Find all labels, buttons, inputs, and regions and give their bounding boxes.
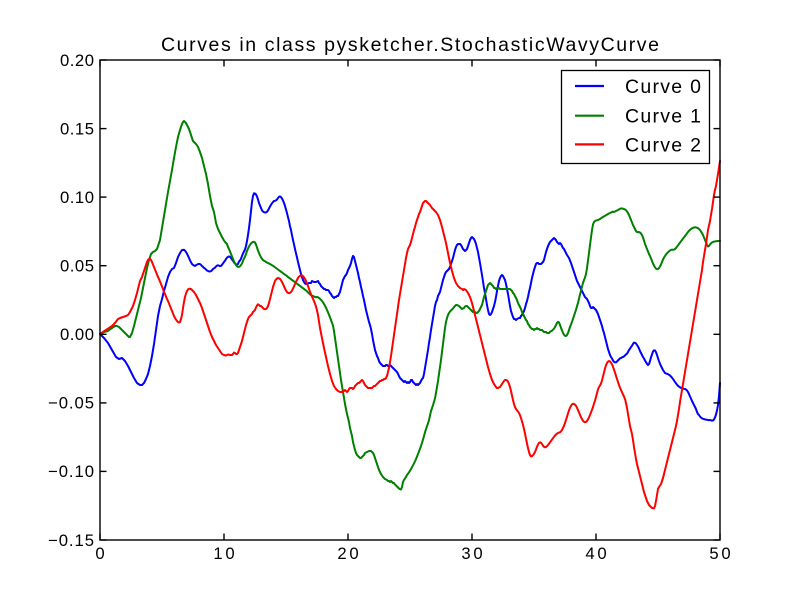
svg-text:0.20: 0.20 [60,51,94,70]
svg-text:−0.05: −0.05 [48,394,94,413]
svg-text:−0.10: −0.10 [48,462,94,481]
svg-text:Curve 2: Curve 2 [625,134,701,156]
svg-text:Curve 0: Curve 0 [625,76,701,98]
svg-text:0.05: 0.05 [60,257,94,276]
svg-text:−0.15: −0.15 [48,531,94,550]
svg-text:0.10: 0.10 [60,188,94,207]
svg-text:Curves in class pysketcher.Sto: Curves in class pysketcher.StochasticWav… [161,34,659,56]
svg-text:0.00: 0.00 [60,325,94,344]
svg-text:0.15: 0.15 [60,119,94,138]
svg-text:0: 0 [95,544,104,563]
svg-text:Curve 1: Curve 1 [625,106,701,128]
